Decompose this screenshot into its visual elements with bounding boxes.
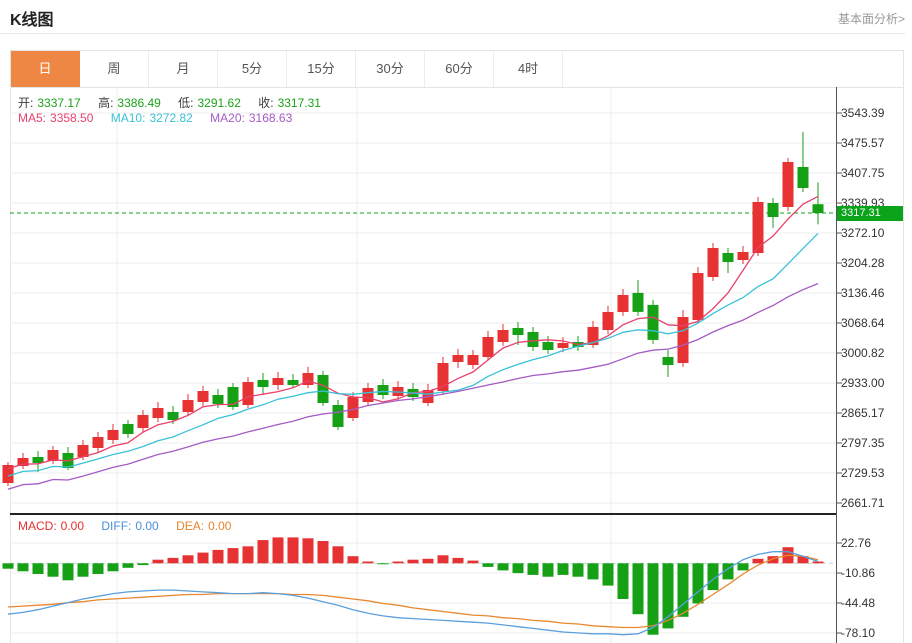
tab-60min[interactable]: 60分 xyxy=(425,51,494,87)
tab-month[interactable]: 月 xyxy=(149,51,218,87)
tab-week[interactable]: 周 xyxy=(80,51,149,87)
tab-30min[interactable]: 30分 xyxy=(356,51,425,87)
price-axis-label: 3068.64 xyxy=(841,316,885,330)
fundamental-analysis-link[interactable]: 基本面分析> xyxy=(837,12,905,26)
price-axis-label: 3204.28 xyxy=(841,256,885,270)
interval-tabbar: 日周月 5分 15分 30分 60分 4时 xyxy=(11,51,903,88)
price-axis-label: 3272.10 xyxy=(841,226,885,240)
ma5-label: MA5: xyxy=(18,111,47,125)
low-value: 3291.62 xyxy=(197,96,241,110)
ma10-label: MA10: xyxy=(110,111,146,125)
close-value: 3317.31 xyxy=(277,96,321,110)
macd-axis-label: -44.48 xyxy=(841,596,876,610)
close-label: 收: xyxy=(258,96,274,110)
titlebar: K线图 基本面分析> xyxy=(10,6,905,30)
dea-value: 0.00 xyxy=(208,519,232,533)
tab-15min[interactable]: 15分 xyxy=(287,51,356,87)
ohlc-legend: 开: 3337.17 高: 3386.49 低: 3291.62 收: 3317.31 xyxy=(18,94,325,111)
high-label: 高: xyxy=(98,96,114,110)
price-axis-label: 3136.46 xyxy=(841,286,885,300)
ma20-label: MA20: xyxy=(210,111,245,125)
open-value: 3337.17 xyxy=(37,96,81,110)
macd-label: MACD: xyxy=(18,519,57,533)
high-value: 3386.49 xyxy=(117,96,161,110)
price-axis-label: 2865.17 xyxy=(841,406,885,420)
price-axis-label: 3407.75 xyxy=(841,166,885,180)
dea-label: DEA: xyxy=(176,519,205,533)
tab-5min[interactable]: 5分 xyxy=(218,51,287,87)
ma10-value: 3272.82 xyxy=(149,111,193,125)
price-axis-label: 2661.71 xyxy=(841,496,885,510)
ma-legend: MA5: 3358.50 MA10: 3272.82 MA20: 3168.63 xyxy=(18,111,296,125)
kline-chart-widget: 日周月 5分 15分 30分 60分 4时 xyxy=(10,50,904,643)
price-axis-label: 3475.57 xyxy=(841,136,885,150)
tab-day[interactable]: 日 xyxy=(11,51,80,87)
title-divider xyxy=(0,33,905,34)
current-price-tag: 3317.31 xyxy=(837,206,903,221)
page-title: K线图 xyxy=(10,12,54,29)
price-axis-label: 3000.82 xyxy=(841,346,885,360)
open-label: 开: xyxy=(18,96,34,110)
tab-4hour[interactable]: 4时 xyxy=(494,51,563,87)
macd-axis-label: 22.76 xyxy=(841,536,872,550)
low-label: 低: xyxy=(178,96,194,110)
diff-label: DIFF: xyxy=(101,519,132,533)
macd-legend: MACD: 0.00 DIFF: 0.00 DEA: 0.00 xyxy=(18,519,235,533)
price-axis-label: 3543.39 xyxy=(841,106,885,120)
macd-axis-label: -10.86 xyxy=(841,566,876,580)
ma5-value: 3358.50 xyxy=(50,111,94,125)
price-axis-label: 2797.35 xyxy=(841,436,885,450)
ma20-value: 3168.63 xyxy=(248,111,293,125)
price-axis-label: 2729.53 xyxy=(841,466,885,480)
macd-axis-label: -78.10 xyxy=(841,626,876,640)
macd-value: 0.00 xyxy=(60,519,85,533)
price-axis-label: 2933.00 xyxy=(841,376,885,390)
diff-value: 0.00 xyxy=(135,519,159,533)
